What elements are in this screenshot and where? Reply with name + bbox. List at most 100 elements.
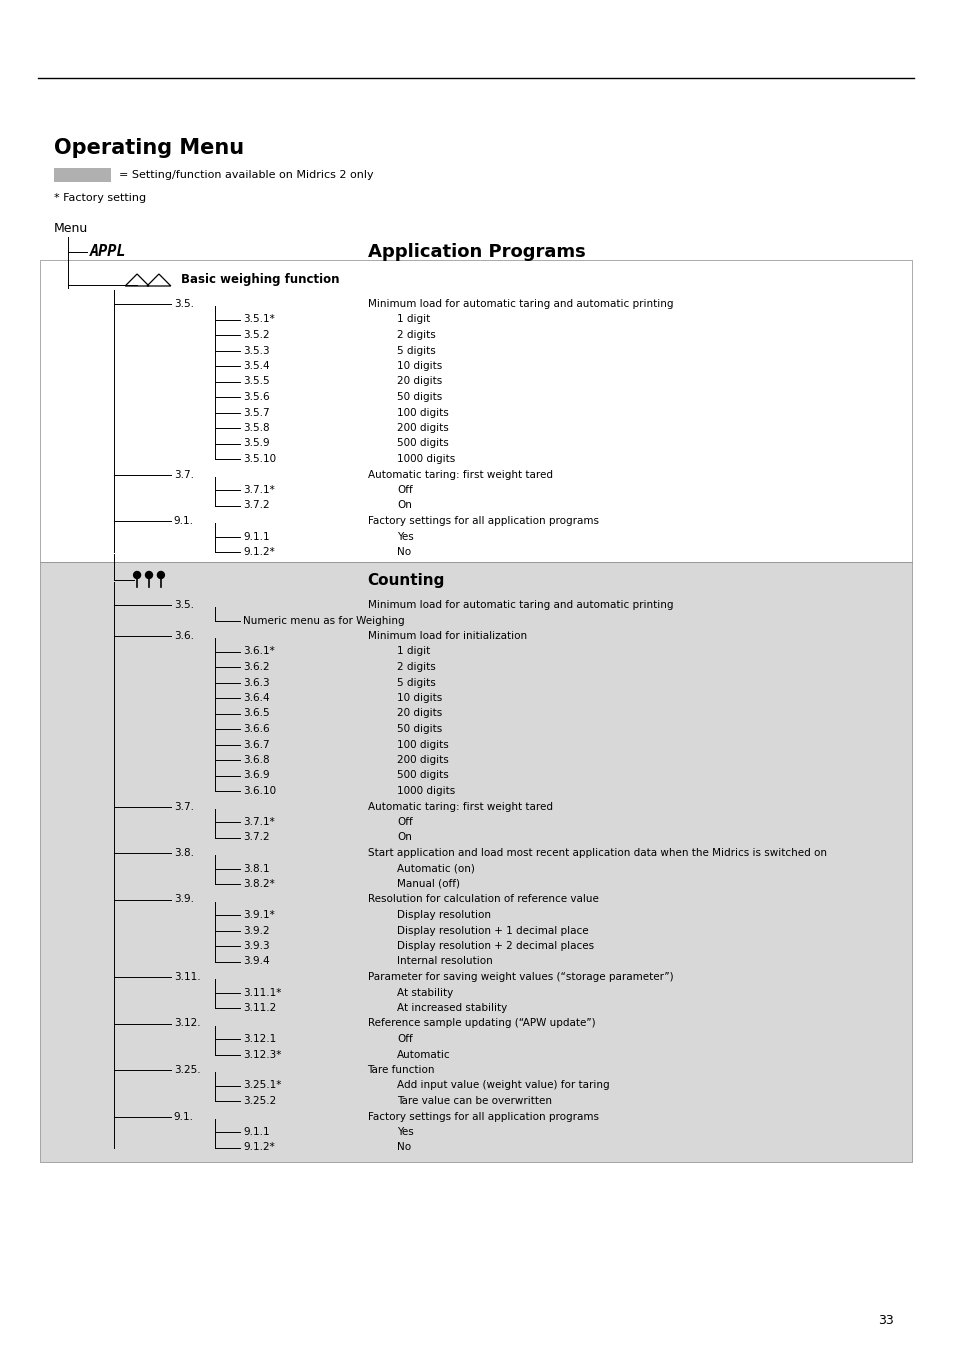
Text: 3.5.2: 3.5.2 bbox=[243, 329, 270, 340]
Text: 2 digits: 2 digits bbox=[396, 662, 436, 672]
Text: 3.6.1*: 3.6.1* bbox=[243, 647, 274, 656]
Text: 3.5.7: 3.5.7 bbox=[243, 408, 270, 417]
Text: Reference sample updating (“APW update”): Reference sample updating (“APW update”) bbox=[367, 1018, 595, 1029]
Text: Parameter for saving weight values (“storage parameter”): Parameter for saving weight values (“sto… bbox=[367, 972, 673, 981]
Text: Internal resolution: Internal resolution bbox=[396, 957, 493, 967]
Text: 3.5.9: 3.5.9 bbox=[243, 439, 270, 448]
Text: 3.9.: 3.9. bbox=[173, 895, 193, 905]
Text: 3.12.3*: 3.12.3* bbox=[243, 1049, 281, 1060]
Text: 9.1.1: 9.1.1 bbox=[243, 1127, 270, 1137]
Text: 3.6.4: 3.6.4 bbox=[243, 693, 270, 703]
Text: 3.25.1*: 3.25.1* bbox=[243, 1080, 281, 1091]
Text: 3.7.2: 3.7.2 bbox=[243, 501, 270, 510]
Text: On: On bbox=[396, 833, 412, 842]
Text: 3.7.1*: 3.7.1* bbox=[243, 817, 274, 828]
Text: Start application and load most recent application data when the Midrics is swit: Start application and load most recent a… bbox=[367, 848, 825, 859]
Text: Automatic: Automatic bbox=[396, 1049, 451, 1060]
Text: 9.1.: 9.1. bbox=[173, 1111, 193, 1122]
Text: 200 digits: 200 digits bbox=[396, 755, 449, 765]
Text: 3.6.: 3.6. bbox=[173, 630, 193, 641]
Text: 3.6.6: 3.6.6 bbox=[243, 724, 270, 734]
Text: 3.6.10: 3.6.10 bbox=[243, 786, 276, 796]
Text: Display resolution + 2 decimal places: Display resolution + 2 decimal places bbox=[396, 941, 594, 950]
Text: 1 digit: 1 digit bbox=[396, 647, 430, 656]
Text: 3.5.8: 3.5.8 bbox=[243, 423, 270, 433]
Text: 3.5.: 3.5. bbox=[173, 298, 193, 309]
Text: No: No bbox=[396, 547, 411, 558]
Text: Minimum load for automatic taring and automatic printing: Minimum load for automatic taring and au… bbox=[367, 298, 672, 309]
Text: 50 digits: 50 digits bbox=[396, 724, 442, 734]
Text: Resolution for calculation of reference value: Resolution for calculation of reference … bbox=[367, 895, 598, 905]
Text: = Setting/function available on Midrics 2 only: = Setting/function available on Midrics … bbox=[119, 170, 374, 180]
Text: Factory settings for all application programs: Factory settings for all application pro… bbox=[367, 1111, 598, 1122]
Text: 3.9.2: 3.9.2 bbox=[243, 926, 270, 936]
Text: 3.12.1: 3.12.1 bbox=[243, 1034, 276, 1044]
Text: 3.6.7: 3.6.7 bbox=[243, 740, 270, 749]
Text: 3.7.: 3.7. bbox=[173, 470, 193, 479]
Text: Automatic taring: first weight tared: Automatic taring: first weight tared bbox=[367, 470, 552, 479]
Bar bbox=[40, 261, 911, 562]
Text: Minimum load for initialization: Minimum load for initialization bbox=[367, 630, 526, 641]
Text: 3.25.: 3.25. bbox=[173, 1065, 200, 1075]
Text: Automatic taring: first weight tared: Automatic taring: first weight tared bbox=[367, 802, 552, 811]
Text: 9.1.2*: 9.1.2* bbox=[243, 547, 274, 558]
Text: 3.6.9: 3.6.9 bbox=[243, 771, 270, 780]
Text: 10 digits: 10 digits bbox=[396, 693, 442, 703]
Text: 50 digits: 50 digits bbox=[396, 392, 442, 402]
Text: On: On bbox=[396, 501, 412, 510]
Text: Basic weighing function: Basic weighing function bbox=[180, 274, 339, 286]
Circle shape bbox=[146, 571, 152, 579]
Text: Menu: Menu bbox=[53, 221, 88, 235]
Text: Counting: Counting bbox=[367, 572, 444, 587]
Text: Off: Off bbox=[396, 1034, 413, 1044]
Text: Add input value (weight value) for taring: Add input value (weight value) for tarin… bbox=[396, 1080, 609, 1091]
Text: 3.8.2*: 3.8.2* bbox=[243, 879, 274, 890]
Circle shape bbox=[133, 571, 140, 579]
Text: Numeric menu as for Weighing: Numeric menu as for Weighing bbox=[243, 616, 405, 625]
Text: 10 digits: 10 digits bbox=[396, 360, 442, 371]
Text: 3.8.: 3.8. bbox=[173, 848, 193, 859]
Text: 3.9.1*: 3.9.1* bbox=[243, 910, 274, 919]
Text: Minimum load for automatic taring and automatic printing: Minimum load for automatic taring and au… bbox=[367, 599, 672, 610]
Text: 2 digits: 2 digits bbox=[396, 329, 436, 340]
Text: 20 digits: 20 digits bbox=[396, 709, 442, 718]
Text: 100 digits: 100 digits bbox=[396, 740, 449, 749]
Text: 500 digits: 500 digits bbox=[396, 439, 449, 448]
Text: 5 digits: 5 digits bbox=[396, 346, 436, 355]
Text: At stability: At stability bbox=[396, 987, 453, 998]
Text: Factory settings for all application programs: Factory settings for all application pro… bbox=[367, 516, 598, 526]
Text: 3.6.8: 3.6.8 bbox=[243, 755, 270, 765]
Text: 20 digits: 20 digits bbox=[396, 377, 442, 386]
Text: No: No bbox=[396, 1142, 411, 1153]
Text: 9.1.1: 9.1.1 bbox=[243, 532, 270, 541]
Text: 3.7.1*: 3.7.1* bbox=[243, 485, 274, 495]
Text: Tare value can be overwritten: Tare value can be overwritten bbox=[396, 1096, 552, 1106]
Text: 1 digit: 1 digit bbox=[396, 315, 430, 324]
Bar bbox=[53, 167, 112, 182]
Text: Operating Menu: Operating Menu bbox=[53, 138, 244, 158]
Text: 5 digits: 5 digits bbox=[396, 678, 436, 687]
Text: Display resolution: Display resolution bbox=[396, 910, 491, 919]
Text: 3.25.2: 3.25.2 bbox=[243, 1096, 276, 1106]
Text: 9.1.: 9.1. bbox=[173, 516, 193, 526]
Text: 3.6.2: 3.6.2 bbox=[243, 662, 270, 672]
Text: Yes: Yes bbox=[396, 532, 414, 541]
Text: 9.1.2*: 9.1.2* bbox=[243, 1142, 274, 1153]
Text: 3.5.5: 3.5.5 bbox=[243, 377, 270, 386]
Text: 3.6.3: 3.6.3 bbox=[243, 678, 270, 687]
Text: 3.5.3: 3.5.3 bbox=[243, 346, 270, 355]
Text: 3.9.3: 3.9.3 bbox=[243, 941, 270, 950]
Text: Automatic (on): Automatic (on) bbox=[396, 864, 475, 873]
Text: 200 digits: 200 digits bbox=[396, 423, 449, 433]
Text: Application Programs: Application Programs bbox=[367, 243, 584, 261]
Text: Manual (off): Manual (off) bbox=[396, 879, 460, 890]
Circle shape bbox=[157, 571, 164, 579]
Text: 3.7.: 3.7. bbox=[173, 802, 193, 811]
Text: APPL: APPL bbox=[90, 244, 126, 259]
Text: 3.9.4: 3.9.4 bbox=[243, 957, 270, 967]
Text: 3.11.2: 3.11.2 bbox=[243, 1003, 276, 1012]
Text: 3.7.2: 3.7.2 bbox=[243, 833, 270, 842]
Text: Off: Off bbox=[396, 817, 413, 828]
Text: 3.5.4: 3.5.4 bbox=[243, 360, 270, 371]
Text: 500 digits: 500 digits bbox=[396, 771, 449, 780]
